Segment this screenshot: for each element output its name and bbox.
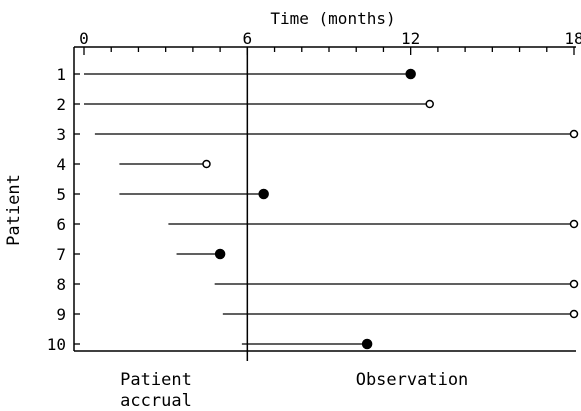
patient-series — [84, 68, 579, 350]
x-axis-tick-labels: 0 6 12 18 — [79, 29, 581, 48]
y-tick-label: 2 — [56, 95, 66, 114]
censored-marker — [569, 279, 579, 289]
y-tick-label: 9 — [56, 305, 66, 324]
y-tick-label: 6 — [56, 215, 66, 234]
x-tick-label: 0 — [79, 29, 89, 48]
y-axis-title: Patient — [4, 174, 24, 246]
censored-marker — [569, 129, 579, 139]
event-marker — [361, 338, 373, 350]
y-axis-ticks — [74, 73, 80, 345]
y-tick-label: 4 — [56, 155, 66, 174]
censored-marker — [425, 99, 434, 109]
censored-marker — [569, 309, 579, 319]
censored-marker — [202, 159, 211, 169]
observation-region-label: Observation — [356, 370, 469, 390]
event-marker — [214, 248, 226, 260]
x-axis-ticks — [83, 47, 575, 55]
y-tick-label: 7 — [56, 245, 66, 264]
x-tick-label: 12 — [401, 29, 420, 48]
censored-marker — [569, 219, 579, 229]
y-tick-label: 3 — [56, 125, 66, 144]
x-tick-label: 18 — [564, 29, 581, 48]
y-tick-label: 1 — [56, 65, 66, 84]
y-tick-label: 10 — [47, 335, 66, 354]
accrual-label-line-1: Patient — [120, 370, 192, 390]
y-tick-label: 8 — [56, 275, 66, 294]
x-axis-title: Time (months) — [270, 9, 395, 28]
accrual-region-label: Patient accrual — [120, 370, 192, 411]
event-marker — [405, 68, 416, 80]
event-marker — [258, 188, 269, 200]
y-axis-tick-labels: 1 2 3 4 5 6 7 8 9 10 — [47, 65, 66, 354]
x-tick-label: 6 — [243, 29, 253, 48]
accrual-label-line-2: accrual — [120, 391, 192, 411]
y-tick-label: 5 — [56, 185, 66, 204]
